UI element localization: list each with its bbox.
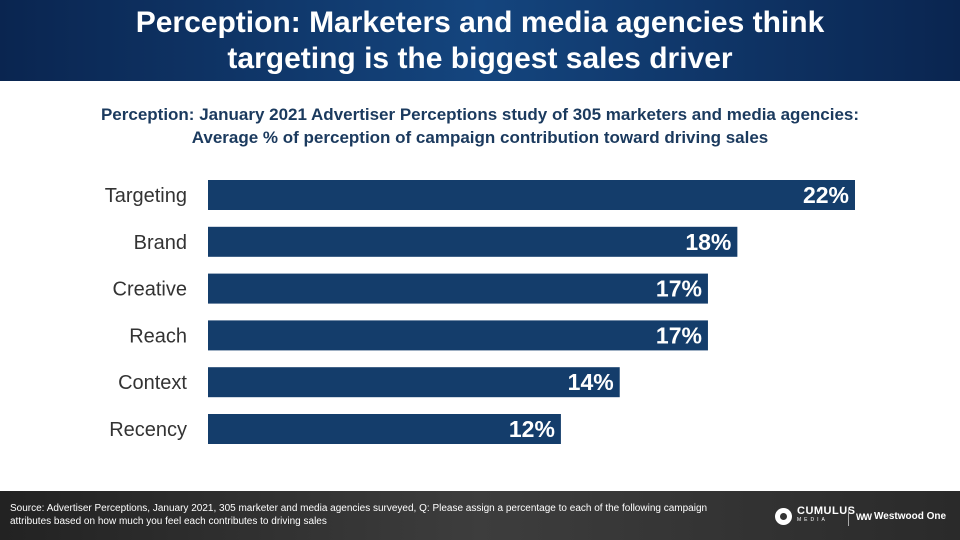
category-label-recency: Recency	[109, 419, 187, 441]
bar-context	[208, 367, 620, 398]
source-note: Source: Advertiser Perceptions, January …	[10, 503, 708, 527]
bar-brand	[208, 226, 738, 257]
cumulus-logo-name: CUMULUS	[797, 505, 856, 517]
title-banner: Perception: Marketers and media agencies…	[0, 0, 960, 81]
category-label-context: Context	[118, 372, 187, 394]
subtitle-line-1: Perception: January 2021 Advertiser Perc…	[100, 105, 860, 124]
cumulus-logo: CUMULUS MEDIA	[775, 505, 856, 525]
westwood-mark-icon: WW	[856, 511, 872, 522]
category-label-targeting: Targeting	[105, 185, 187, 207]
category-label-brand: Brand	[134, 232, 187, 254]
value-label-recency: 12%	[509, 416, 555, 442]
slide-title: Perception: Marketers and media agencies…	[135, 5, 825, 75]
category-label-reach: Reach	[129, 325, 187, 347]
value-label-context: 14%	[568, 369, 614, 395]
value-label-brand: 18%	[685, 229, 731, 255]
bar-recency	[208, 414, 561, 444]
chart-subtitle: Perception: January 2021 Advertiser Perc…	[0, 103, 960, 149]
westwood-logo-name: Westwood One	[874, 511, 947, 522]
footer-bar: Source: Advertiser Perceptions, January …	[0, 491, 960, 540]
bar-targeting	[208, 180, 855, 210]
category-label-creative: Creative	[113, 279, 187, 301]
logo-divider	[848, 508, 849, 526]
value-label-reach: 17%	[656, 322, 702, 348]
bar-reach	[208, 320, 708, 351]
value-label-creative: 17%	[656, 276, 702, 302]
westwood-one-logo: WW Westwood One	[856, 511, 946, 522]
cumulus-logo-icon	[775, 507, 792, 525]
cumulus-logo-sub: MEDIA	[797, 517, 828, 523]
bar-creative	[208, 273, 708, 304]
bar-chart: Targeting 22% Brand 18% Creative 17% Reach 17% C…	[105, 180, 855, 444]
value-label-targeting: 22%	[803, 182, 849, 208]
subtitle-line-2: Average % of perception of campaign cont…	[191, 128, 769, 147]
